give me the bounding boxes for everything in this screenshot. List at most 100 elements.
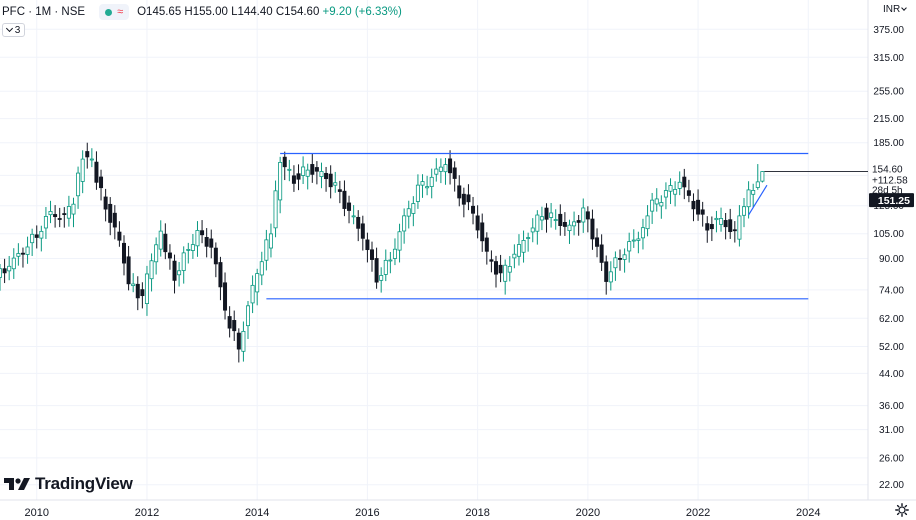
candle-body[interactable] — [521, 240, 526, 253]
candle-body[interactable] — [232, 320, 237, 332]
candle-body[interactable] — [402, 215, 407, 232]
candle-body[interactable] — [595, 237, 600, 247]
candle-body[interactable] — [319, 171, 324, 177]
candle-body[interactable] — [282, 156, 287, 168]
candle-body[interactable] — [126, 256, 131, 285]
candle-body[interactable] — [186, 249, 191, 251]
candle-body[interactable] — [429, 176, 434, 187]
candle-body[interactable] — [599, 244, 604, 263]
candle-body[interactable] — [668, 185, 673, 192]
candle-body[interactable] — [11, 257, 16, 270]
candle-body[interactable] — [544, 207, 549, 220]
candle-body[interactable] — [682, 176, 687, 188]
indicators-collapse-button[interactable]: 3 — [2, 23, 25, 37]
candle-body[interactable] — [618, 258, 623, 260]
candle-body[interactable] — [728, 219, 733, 232]
candle-body[interactable] — [158, 230, 163, 250]
candle-body[interactable] — [250, 284, 255, 304]
candle-body[interactable] — [466, 194, 471, 203]
candle-body[interactable] — [627, 241, 632, 252]
candle-body[interactable] — [411, 203, 416, 214]
candle-body[interactable] — [264, 239, 269, 261]
gear-icon[interactable] — [895, 503, 909, 517]
candle-body[interactable] — [493, 261, 498, 275]
candle-body[interactable] — [503, 264, 508, 282]
candle-body[interactable] — [374, 258, 379, 283]
candle-body[interactable] — [76, 172, 81, 197]
currency-selector[interactable]: INR — [883, 4, 908, 15]
candle-body[interactable] — [53, 214, 58, 218]
candle-body[interactable] — [227, 316, 232, 329]
candle-body[interactable] — [333, 182, 338, 186]
candle-body[interactable] — [663, 190, 668, 198]
candle-body[interactable] — [604, 261, 609, 282]
candle-body[interactable] — [553, 219, 558, 221]
candle-body[interactable] — [640, 227, 645, 239]
candle-body[interactable] — [392, 248, 397, 259]
candle-body[interactable] — [755, 181, 760, 188]
candle-body[interactable] — [659, 202, 664, 207]
candle-body[interactable] — [200, 230, 205, 236]
candle-body[interactable] — [149, 260, 154, 280]
candle-body[interactable] — [705, 223, 710, 231]
candle-body[interactable] — [631, 239, 636, 242]
candle-body[interactable] — [448, 158, 453, 174]
candle-body[interactable] — [30, 233, 35, 244]
candle-body[interactable] — [397, 231, 402, 251]
candle-body[interactable] — [636, 238, 641, 241]
candle-body[interactable] — [489, 259, 494, 262]
candle-body[interactable] — [581, 207, 586, 223]
candle-body[interactable] — [342, 190, 347, 209]
candle-body[interactable] — [85, 151, 90, 158]
candle-body[interactable] — [223, 282, 228, 311]
candle-body[interactable] — [567, 224, 572, 232]
candle-body[interactable] — [48, 211, 53, 216]
candle-body[interactable] — [677, 181, 682, 189]
candle-body[interactable] — [480, 222, 485, 242]
candle-body[interactable] — [172, 260, 177, 281]
candle-body[interactable] — [737, 215, 742, 240]
candle-body[interactable] — [236, 332, 241, 350]
candle-body[interactable] — [673, 189, 678, 195]
candle-body[interactable] — [645, 215, 650, 230]
candle-body[interactable] — [245, 305, 250, 327]
candle-body[interactable] — [590, 218, 595, 240]
candle-body[interactable] — [287, 168, 292, 171]
candle-body[interactable] — [324, 172, 329, 180]
symbol-label[interactable]: PFC · 1M · NSE — [2, 6, 86, 18]
candle-body[interactable] — [218, 262, 223, 288]
candle-body[interactable] — [420, 181, 425, 186]
candle-body[interactable] — [696, 199, 701, 215]
candle-body[interactable] — [457, 185, 462, 199]
candle-body[interactable] — [2, 268, 7, 274]
candle-body[interactable] — [20, 252, 25, 255]
candle-body[interactable] — [34, 234, 39, 238]
candle-body[interactable] — [383, 259, 388, 275]
candle-body[interactable] — [131, 283, 136, 287]
candle-body[interactable] — [562, 221, 567, 227]
candle-body[interactable] — [337, 189, 342, 192]
candle-body[interactable] — [742, 206, 747, 216]
candle-body[interactable] — [507, 266, 512, 273]
candle-body[interactable] — [714, 217, 719, 221]
candle-body[interactable] — [415, 184, 420, 202]
candle-body[interactable] — [314, 167, 319, 172]
candle-body[interactable] — [452, 167, 457, 179]
candle-body[interactable] — [305, 169, 310, 177]
candle-body[interactable] — [273, 190, 278, 229]
candle-body[interactable] — [434, 168, 439, 175]
candle-body[interactable] — [0, 268, 3, 278]
candle-body[interactable] — [438, 166, 443, 172]
candle-body[interactable] — [585, 211, 590, 220]
candle-body[interactable] — [484, 237, 489, 252]
candle-body[interactable] — [539, 216, 544, 221]
candle-body[interactable] — [117, 231, 122, 241]
candle-body[interactable] — [103, 196, 108, 210]
status-badge[interactable]: ≈ — [99, 4, 130, 20]
candle-body[interactable] — [122, 242, 127, 264]
candle-body[interactable] — [608, 271, 613, 283]
candle-body[interactable] — [572, 221, 577, 227]
candle-body[interactable] — [181, 252, 186, 271]
candle-body[interactable] — [190, 244, 195, 251]
